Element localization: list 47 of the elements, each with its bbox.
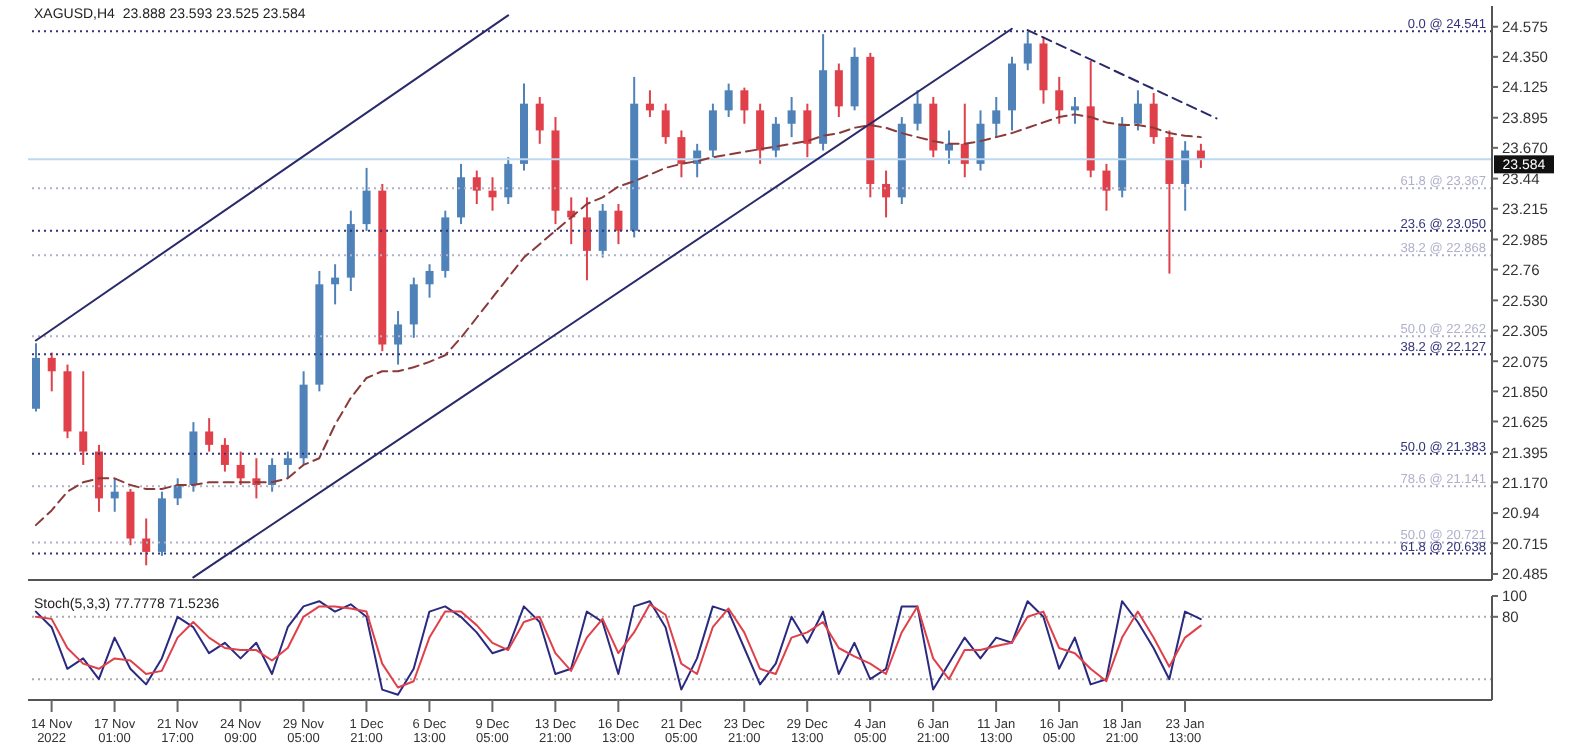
candlestick xyxy=(661,102,670,145)
candlestick xyxy=(724,82,733,119)
candlestick xyxy=(1149,91,1158,145)
candlestick xyxy=(756,102,765,165)
candlestick xyxy=(598,203,607,259)
candlestick xyxy=(740,86,749,125)
candlestick xyxy=(1055,75,1064,125)
candlestick xyxy=(677,129,686,179)
candlestick xyxy=(1181,140,1190,212)
candlestick xyxy=(945,129,954,165)
candlestick xyxy=(929,95,938,159)
candlestick xyxy=(79,370,88,466)
candlestick xyxy=(362,166,371,232)
candlestick xyxy=(425,263,434,299)
candlestick xyxy=(126,488,135,547)
candlestick xyxy=(913,89,922,132)
candlestick xyxy=(220,437,229,473)
candlestick xyxy=(708,102,717,159)
candlestick xyxy=(94,443,103,513)
candlestick xyxy=(1102,162,1111,212)
candlestick xyxy=(1008,55,1016,132)
candlestick xyxy=(394,310,403,366)
candlestick xyxy=(535,95,544,145)
candlestick xyxy=(834,62,843,119)
candlestick xyxy=(472,169,481,206)
candlestick xyxy=(504,156,513,206)
candlestick xyxy=(283,450,292,480)
candlestick xyxy=(614,203,623,246)
candlestick xyxy=(236,450,245,486)
candlestick xyxy=(142,517,151,567)
candlestick xyxy=(803,102,812,159)
candlestick xyxy=(1165,129,1174,275)
candlestick xyxy=(1070,95,1079,125)
candlestick xyxy=(882,169,891,219)
candlestick xyxy=(1023,30,1032,72)
candlestick xyxy=(205,417,214,453)
candlestick xyxy=(47,351,56,393)
candlestick xyxy=(992,95,1001,139)
candlestick xyxy=(582,196,591,282)
candlestick xyxy=(771,116,780,159)
candlestick xyxy=(457,162,466,226)
candlestick xyxy=(1133,89,1142,132)
candlestick xyxy=(409,276,418,339)
candlestick xyxy=(976,109,985,172)
candlestick xyxy=(268,457,277,493)
candlestick xyxy=(1039,35,1048,105)
candlestick xyxy=(787,95,796,139)
